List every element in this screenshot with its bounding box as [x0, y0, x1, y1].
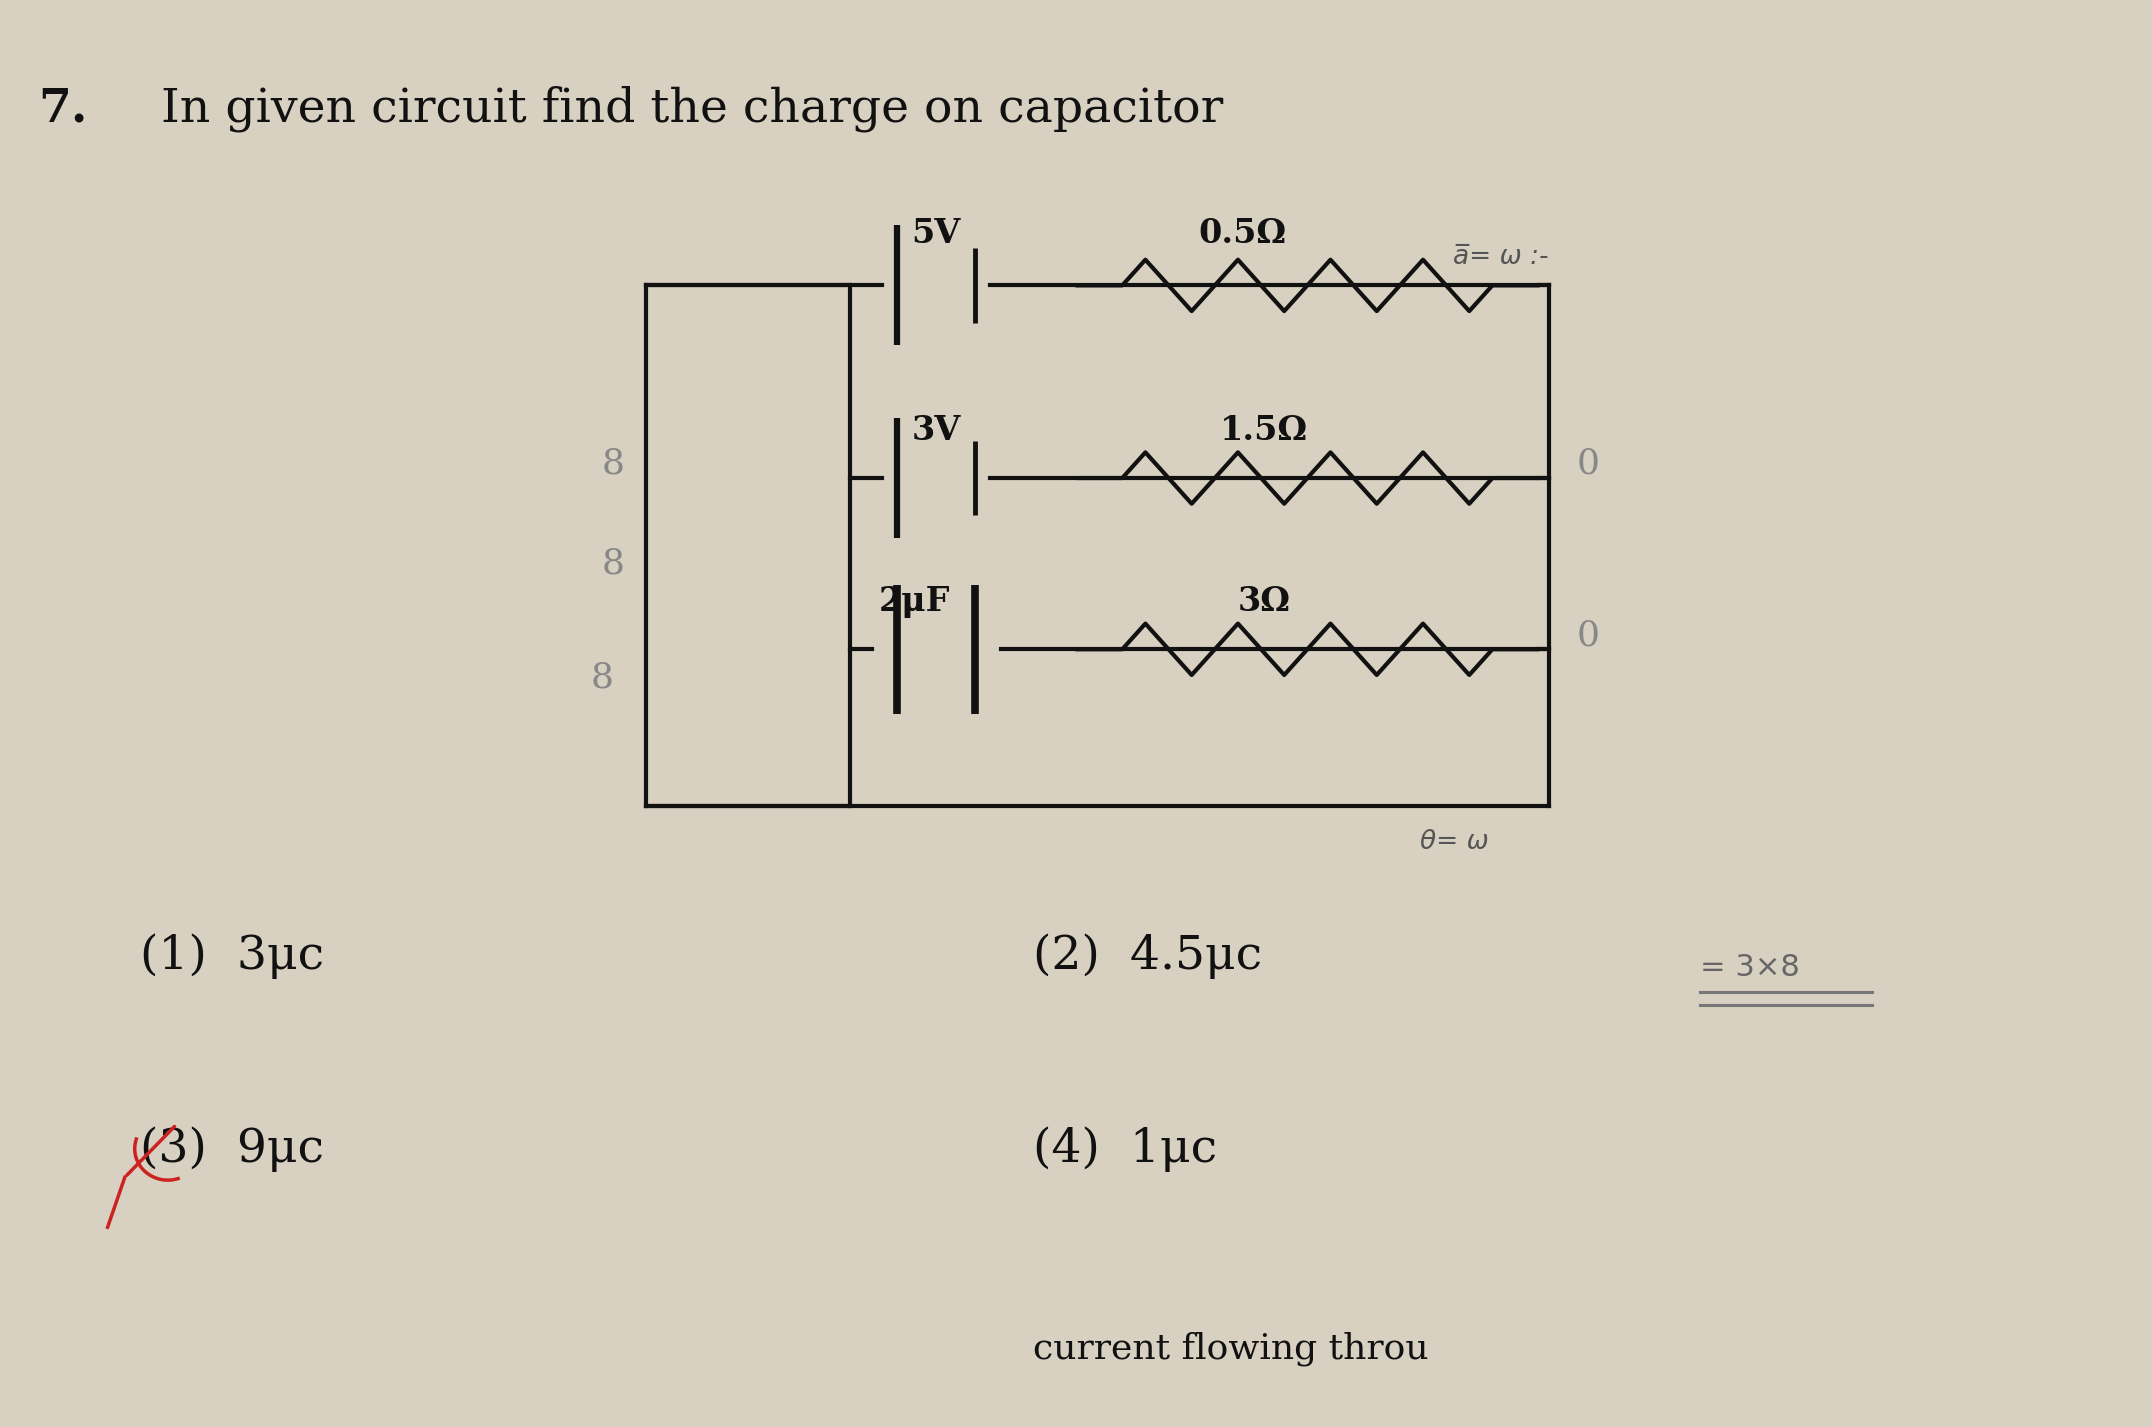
Text: 7.: 7. [39, 86, 88, 131]
Text: In given circuit find the charge on capacitor: In given circuit find the charge on capa… [161, 86, 1224, 133]
Text: 0: 0 [1577, 618, 1599, 652]
Text: (1)  3μc: (1) 3μc [140, 933, 325, 979]
Text: 3V: 3V [912, 414, 960, 447]
Text: 8: 8 [603, 447, 624, 481]
Text: 8: 8 [592, 661, 613, 695]
Text: 3Ω: 3Ω [1237, 585, 1291, 618]
Text: 0.5Ω: 0.5Ω [1199, 217, 1287, 250]
Text: current flowing throu: current flowing throu [1033, 1331, 1429, 1366]
Text: 2μF: 2μF [878, 585, 951, 618]
Text: a̅= ω :-: a̅= ω :- [1453, 244, 1547, 270]
Text: 8: 8 [603, 547, 624, 581]
Text: = 3×8: = 3×8 [1700, 953, 1799, 982]
Text: θ= ω: θ= ω [1420, 829, 1489, 855]
Text: (4)  1μc: (4) 1μc [1033, 1126, 1218, 1172]
Text: (2)  4.5μc: (2) 4.5μc [1033, 933, 1261, 979]
Text: 0: 0 [1577, 447, 1599, 481]
Text: (3)  9μc: (3) 9μc [140, 1126, 325, 1172]
Text: 5V: 5V [912, 217, 960, 250]
Text: 1.5Ω: 1.5Ω [1220, 414, 1308, 447]
